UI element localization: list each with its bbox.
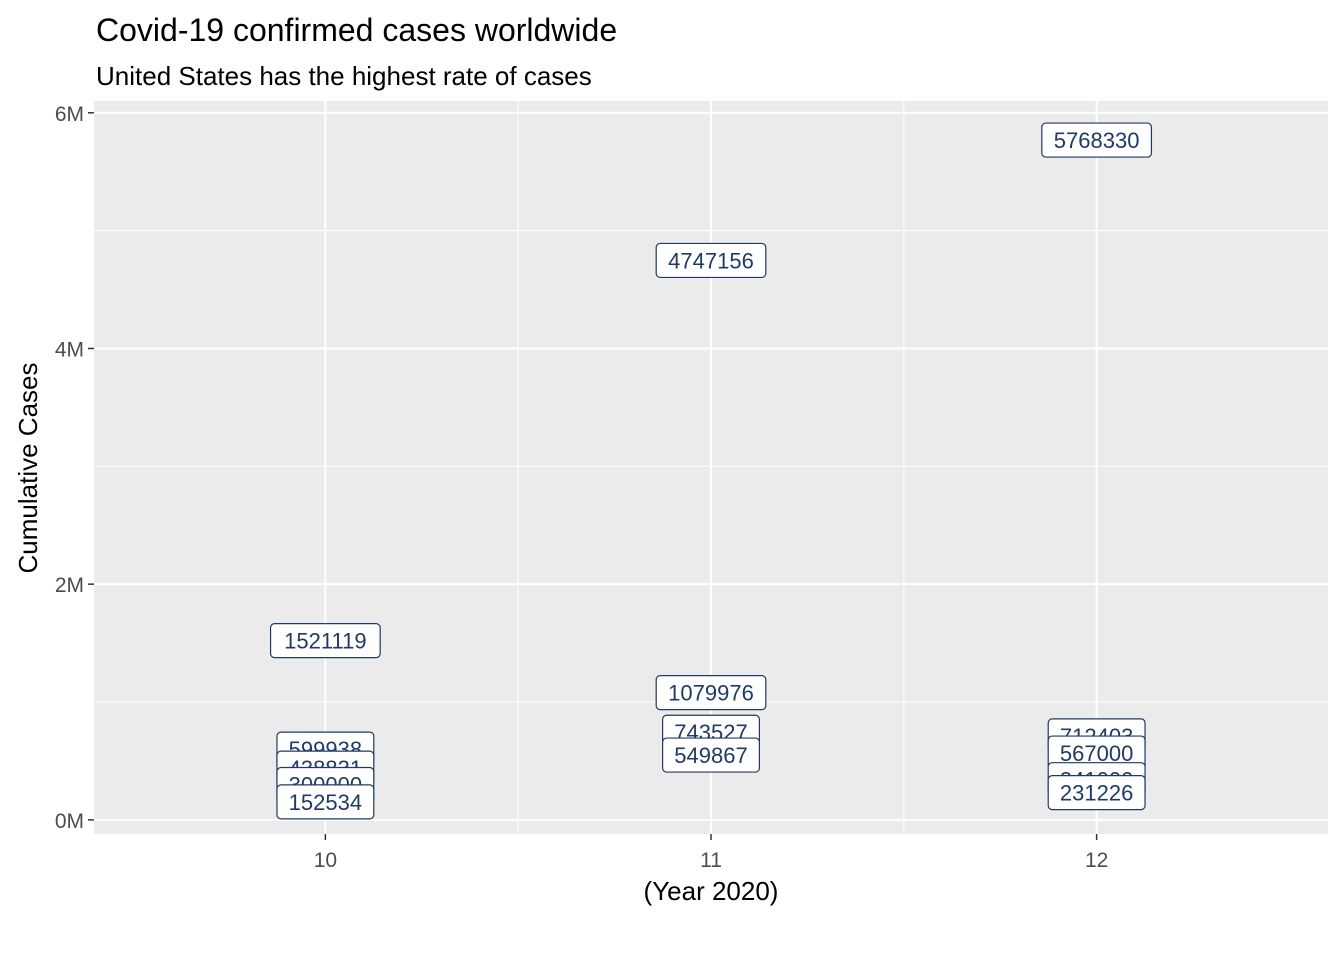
data-point-label: 1521119: [269, 623, 381, 659]
data-point-label: 231226: [1047, 775, 1146, 811]
y-axis-title: Cumulative Cases: [13, 363, 43, 574]
data-point-label: 4747156: [655, 242, 767, 279]
data-point-label: 1079976: [655, 674, 767, 711]
chart-title: Covid-19 confirmed cases worldwide: [96, 12, 617, 48]
label-box: [1047, 775, 1146, 811]
y-tick-label: 4M: [55, 338, 84, 361]
data-point-label: 567000: [1047, 735, 1146, 771]
grid-major: [94, 101, 1328, 834]
label-text: 1079976: [668, 681, 754, 706]
label-text: 231226: [1060, 781, 1133, 806]
x-tick-label: 11: [700, 849, 722, 872]
label-box: [655, 674, 767, 711]
label-text: 567000: [1060, 741, 1133, 766]
label-box: [661, 737, 760, 773]
label-box: [276, 784, 375, 820]
label-box: [655, 242, 767, 279]
label-box: [269, 623, 381, 659]
y-tick-label: 6M: [55, 103, 84, 126]
label-text: 1521119: [284, 629, 366, 654]
data-point-label: 5768330: [1041, 122, 1153, 158]
x-axis-title: (Year 2020): [644, 876, 779, 906]
y-tick-label: 2M: [55, 574, 84, 597]
label-text: 152534: [289, 790, 362, 815]
data-point-label: 152534: [276, 784, 375, 820]
label-text: 4747156: [668, 248, 754, 273]
x-tick-label: 12: [1085, 849, 1108, 872]
chart-subtitle: United States has the highest rate of ca…: [96, 61, 592, 91]
x-tick-label: 10: [314, 849, 337, 872]
label-text: 549867: [674, 743, 747, 768]
data-labels: 1521119599938438831300000152534474715610…: [269, 122, 1153, 820]
label-box: [1041, 122, 1153, 158]
x-axis: 10 11 12: [314, 834, 1108, 872]
y-axis: 0M 2M 4M 6M: [55, 103, 94, 833]
label-text: 5768330: [1054, 128, 1140, 153]
data-point-label: 549867: [661, 737, 760, 773]
y-tick-label: 0M: [55, 810, 84, 833]
